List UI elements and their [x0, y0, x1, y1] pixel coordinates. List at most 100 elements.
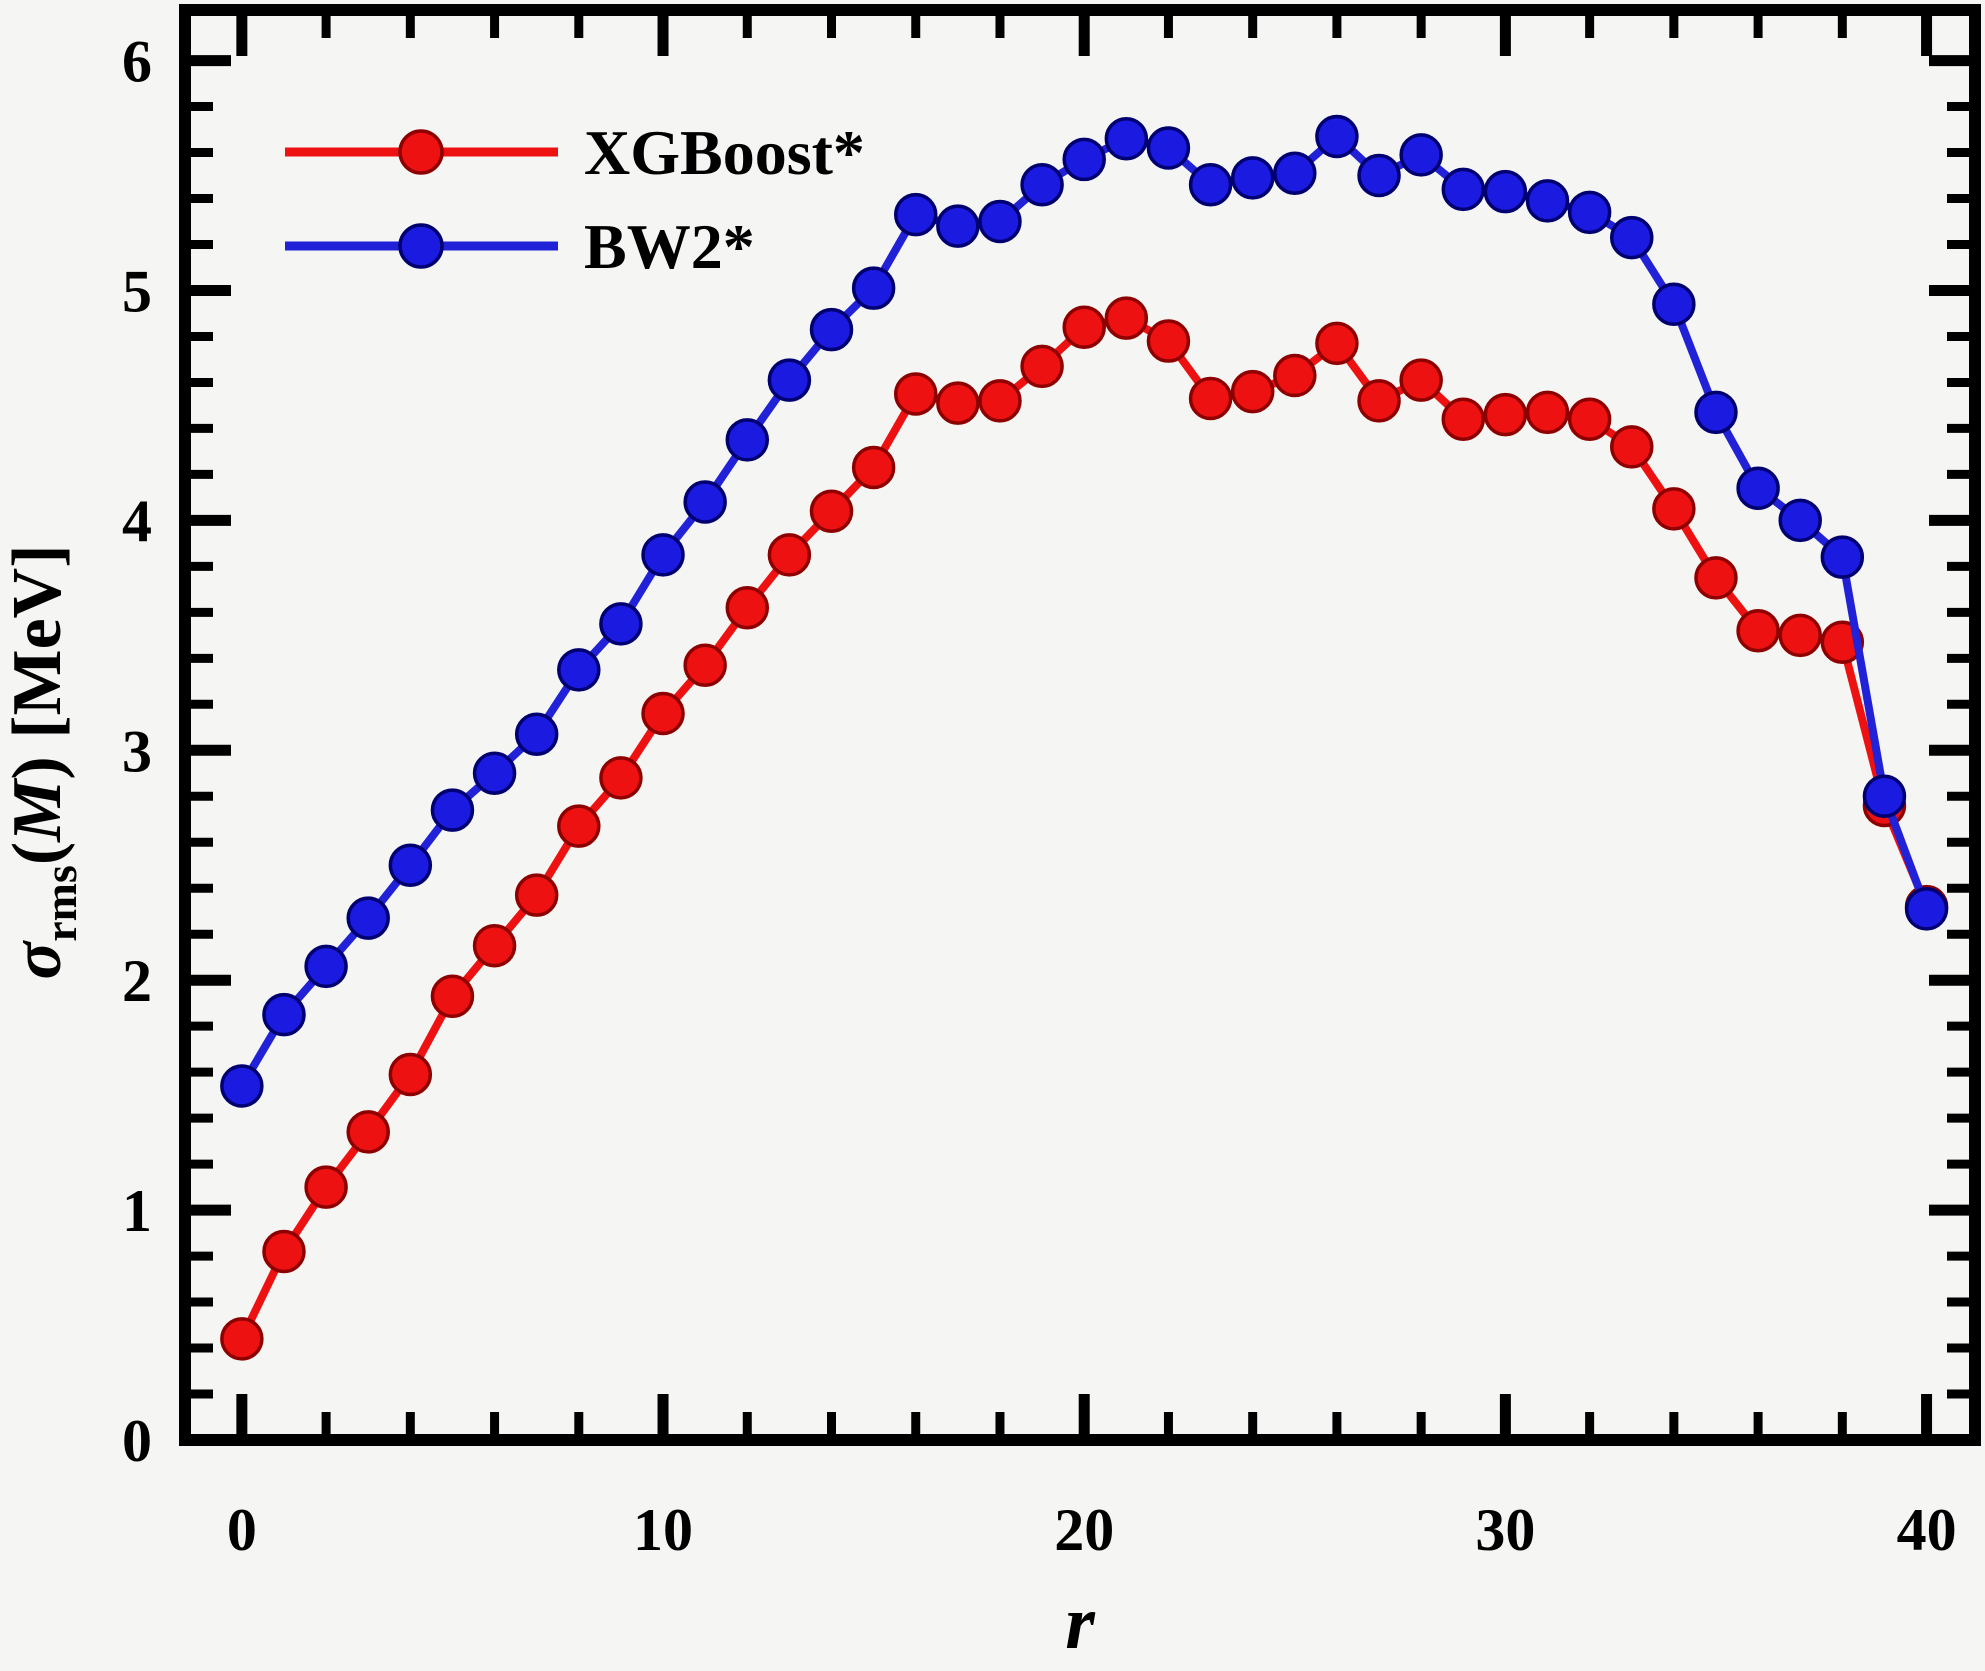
x-tick-label: 40	[1897, 1497, 1957, 1563]
data-point-xgboost	[978, 379, 1022, 423]
data-point-bw2	[472, 751, 517, 796]
data-point-xgboost	[1694, 556, 1738, 600]
data-point-xgboost	[1441, 397, 1486, 441]
data-point-xgboost	[1315, 321, 1359, 366]
data-point-bw2	[1104, 116, 1149, 161]
data-point-bw2	[1567, 190, 1612, 235]
y-tick-label: 5	[122, 258, 152, 324]
data-point-xgboost	[220, 1317, 264, 1361]
data-point-xgboost	[893, 372, 938, 416]
y-title-M: M	[0, 777, 76, 843]
data-point-bw2	[1736, 466, 1780, 510]
data-point-xgboost	[1778, 613, 1822, 658]
data-point-xgboost	[1609, 425, 1654, 469]
data-point-bw2	[1483, 169, 1528, 214]
plot-frame	[179, 4, 1981, 1446]
data-point-xgboost	[725, 585, 770, 630]
legend-item: XGBoost*	[285, 117, 865, 188]
data-point-xgboost	[1230, 369, 1275, 414]
y-title-paren-open: (	[0, 842, 76, 865]
legend-item: BW2*	[285, 211, 755, 282]
y-title-sigma: σ	[0, 940, 76, 980]
data-point-bw2	[1315, 114, 1359, 159]
data-point-bw2	[1441, 167, 1486, 212]
x-tick-label: 0	[227, 1497, 257, 1563]
y-tick-label: 2	[122, 948, 152, 1014]
y-tick-label: 0	[122, 1408, 152, 1474]
data-point-bw2	[304, 944, 348, 989]
data-point-xgboost	[1357, 379, 1401, 423]
data-point-bw2	[557, 648, 601, 692]
data-point-bw2	[936, 204, 980, 248]
data-point-bw2	[1652, 282, 1696, 327]
data-point-bw2	[346, 896, 390, 940]
data-point-xgboost	[1483, 392, 1528, 437]
data-point-bw2	[262, 992, 306, 1037]
data-point-bw2	[430, 788, 475, 832]
data-point-xgboost	[388, 1052, 433, 1097]
data-point-bw2	[1230, 156, 1275, 200]
x-tick-label: 20	[1054, 1497, 1114, 1563]
legend: XGBoost* BW2*	[285, 117, 865, 282]
data-point-bw2	[1525, 179, 1570, 223]
data-point-bw2	[767, 358, 812, 402]
data-point-xgboost	[641, 691, 685, 736]
data-point-bw2	[1904, 887, 1949, 931]
data-point-xgboost	[936, 381, 980, 425]
legend-label: XGBoost*	[584, 117, 865, 188]
data-point-xgboost	[430, 974, 475, 1019]
data-point-bw2	[1694, 390, 1738, 435]
data-point-xgboost	[262, 1229, 306, 1274]
x-tick-label: 30	[1475, 1497, 1535, 1563]
data-point-bw2	[514, 712, 559, 756]
data-point-xgboost	[557, 804, 601, 848]
y-title-subscript: rms	[35, 865, 86, 942]
data-point-xgboost	[1146, 319, 1191, 363]
y-axis-title: σrms(M) [MeV]	[0, 544, 86, 979]
data-point-bw2	[1357, 153, 1401, 198]
y-tick-label: 1	[122, 1178, 152, 1244]
data-point-xgboost	[1273, 353, 1317, 398]
data-point-bw2	[388, 843, 433, 887]
data-point-xgboost	[851, 445, 896, 490]
data-point-bw2	[809, 307, 854, 352]
data-point-xgboost	[1104, 296, 1149, 340]
tick-group	[191, 16, 1969, 1446]
data-point-bw2	[599, 602, 643, 646]
x-tick-label: 10	[633, 1497, 693, 1563]
data-point-xgboost	[346, 1110, 390, 1154]
data-point-bw2	[220, 1064, 264, 1108]
data-point-bw2	[1146, 126, 1191, 170]
data-point-xgboost	[599, 756, 643, 800]
data-point-bw2	[1820, 535, 1865, 579]
y-tick-label: 4	[122, 488, 152, 554]
data-point-bw2	[1778, 498, 1822, 543]
data-point-xgboost	[1188, 376, 1233, 421]
data-point-bw2	[1273, 151, 1317, 195]
data-point-bw2	[683, 480, 727, 524]
y-tick-label: 3	[122, 718, 152, 784]
data-point-xgboost	[809, 489, 854, 533]
data-point-bw2	[1862, 774, 1907, 819]
data-point-xgboost	[1525, 390, 1570, 435]
x-axis-title: r	[1065, 1581, 1096, 1665]
data-point-bw2	[641, 533, 685, 577]
data-point-bw2	[978, 199, 1022, 244]
y-tick-label: 6	[122, 29, 152, 95]
data-point-bw2	[893, 192, 938, 237]
data-point-bw2	[725, 418, 770, 462]
data-point-xgboost	[683, 643, 727, 687]
data-point-bw2	[1062, 137, 1106, 182]
data-point-xgboost	[1020, 344, 1064, 389]
data-point-bw2	[851, 266, 896, 310]
data-point-xgboost	[1652, 487, 1696, 531]
legend-label: BW2*	[584, 211, 755, 282]
data-point-bw2	[1020, 162, 1064, 207]
data-point-xgboost	[1567, 397, 1612, 441]
legend-marker	[398, 129, 444, 175]
y-title-units: ) [MeV]	[0, 544, 76, 779]
data-point-bw2	[1399, 133, 1443, 177]
